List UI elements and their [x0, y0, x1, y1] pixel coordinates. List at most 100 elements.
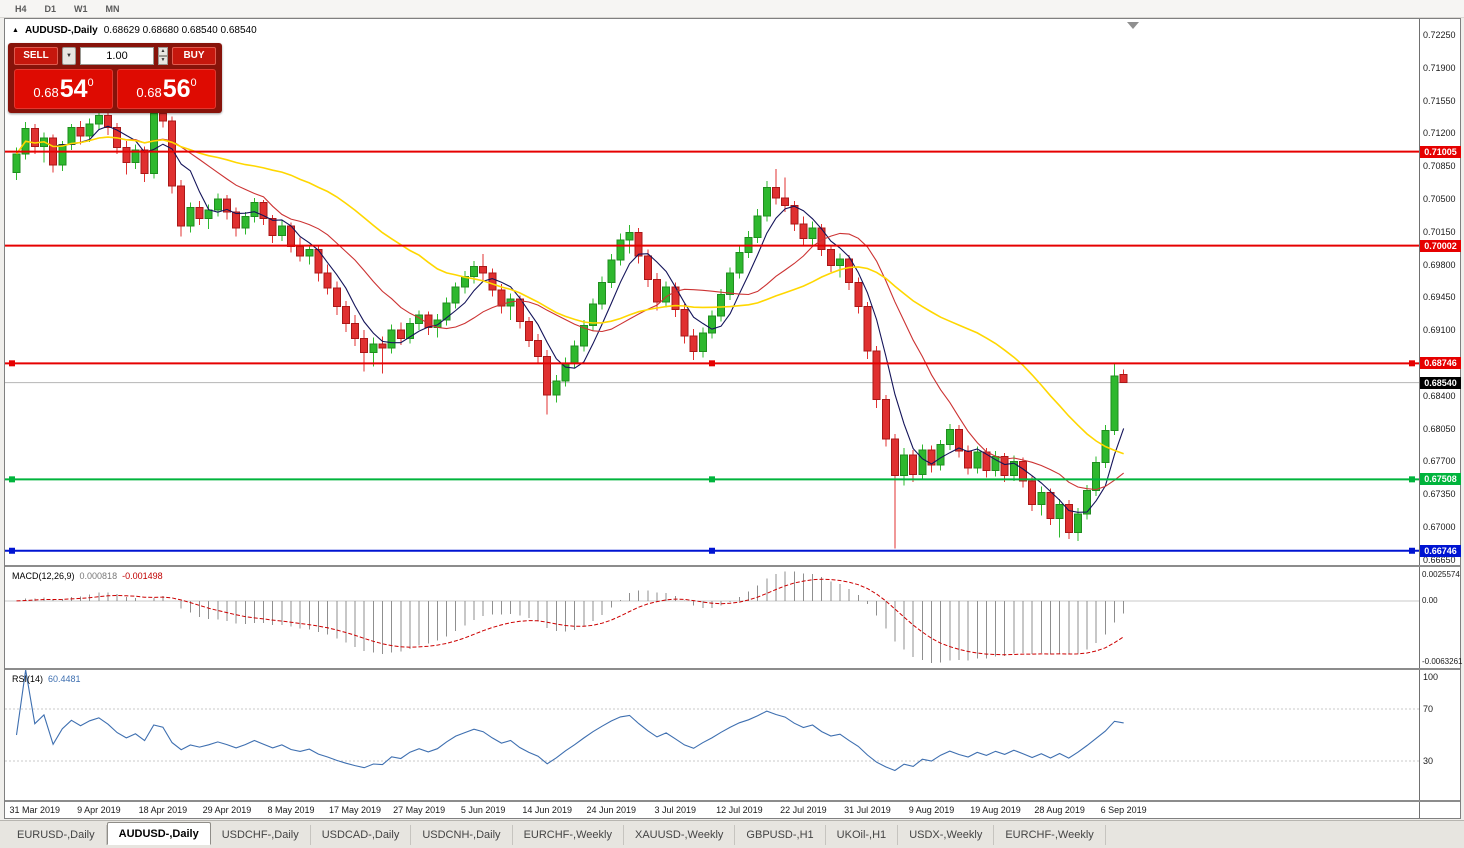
- macd-axis-label: -0.0063261: [1422, 657, 1463, 666]
- moving-average-line-30: [15, 136, 1124, 455]
- line-drag-handle[interactable]: [1409, 360, 1415, 367]
- sell-price-base: 0.68: [33, 85, 59, 100]
- date-axis-label: 31 Jul 2019: [844, 805, 891, 815]
- line-drag-handle[interactable]: [9, 476, 15, 483]
- line-drag-handle[interactable]: [709, 476, 715, 483]
- date-axis-label: 18 Apr 2019: [138, 805, 188, 815]
- date-axis-label: 5 Jun 2019: [460, 805, 506, 815]
- horizontal-line-object[interactable]: [5, 547, 1419, 554]
- price-axis-label: 0.71900: [1423, 62, 1456, 73]
- sell-price-tile[interactable]: 0.68 54 0: [14, 69, 113, 109]
- rsi-axis-label: 30: [1423, 756, 1434, 766]
- date-axis-label: 9 Aug 2019: [908, 805, 955, 815]
- volume-increase-icon[interactable]: ▲: [158, 47, 168, 56]
- timeframe-mn-button[interactable]: MN: [105, 3, 120, 14]
- line-drag-handle[interactable]: [9, 547, 15, 554]
- date-axis-label: 19 Aug 2019: [970, 805, 1021, 815]
- rsi-axis-label: 70: [1423, 704, 1434, 714]
- price-line-tag: 0.67508: [1420, 473, 1461, 486]
- chart-tab[interactable]: XAUUSD-,Weekly: [624, 824, 736, 845]
- buy-price-point: 0: [190, 76, 197, 89]
- time-axis[interactable]: 31 Mar 2019 9 Apr 2019 18 Apr 2019 29 Apr 2…: [5, 802, 1419, 818]
- line-drag-handle[interactable]: [709, 547, 715, 554]
- sell-price-point: 0: [87, 76, 94, 89]
- one-click-panel-toggle-icon[interactable]: ▲: [12, 27, 19, 34]
- macd-name: MACD(12,26,9): [12, 571, 75, 581]
- line-drag-handle[interactable]: [1409, 547, 1415, 554]
- price-axis-label: 0.71550: [1423, 95, 1456, 106]
- price-axis-label: 0.70850: [1423, 161, 1456, 172]
- price-line-tag: 0.66746: [1420, 544, 1461, 557]
- price-line-tag: 0.68746: [1420, 357, 1461, 370]
- chart-ohlc-values: 0.68629 0.68680 0.68540 0.68540: [103, 25, 257, 36]
- volume-decrease-icon[interactable]: ▼: [158, 56, 168, 65]
- price-line-tag: 0.71005: [1420, 145, 1461, 158]
- rsi-value: 60.4481: [48, 674, 81, 684]
- chart-tab-bar: EURUSD-,Daily AUDUSD-,Daily USDCHF-,Daily U…: [0, 820, 1464, 848]
- timeframe-w1-button[interactable]: W1: [74, 3, 88, 14]
- date-axis-label: 9 Apr 2019: [77, 805, 121, 815]
- sell-button[interactable]: SELL: [14, 47, 58, 65]
- macd-signal-line: [16, 578, 1124, 656]
- timeframe-toolbar: H4 D1 W1 MN: [0, 0, 1464, 18]
- macd-panel[interactable]: [5, 567, 1419, 668]
- chart-title: ▲ AUDUSD-,Daily 0.68629 0.68680 0.68540 …: [12, 25, 257, 36]
- chart-tab[interactable]: EURCHF-,Weekly: [513, 824, 624, 845]
- line-drag-handle[interactable]: [9, 360, 15, 367]
- date-axis-label: 6 Sep 2019: [1100, 805, 1147, 815]
- timeframe-h4-button[interactable]: H4: [15, 3, 27, 14]
- chart-tab[interactable]: EURCHF-,Weekly: [994, 824, 1106, 845]
- date-axis-label: 28 Aug 2019: [1034, 805, 1085, 815]
- rsi-line: [15, 670, 1124, 772]
- price-axis-label: 0.67700: [1423, 456, 1456, 467]
- volume-dropdown-icon[interactable]: ▼: [62, 47, 76, 65]
- current-price-tag: 0.68540: [1420, 376, 1461, 389]
- price-axis-label: 0.70150: [1423, 226, 1456, 237]
- panel-splitter[interactable]: [5, 668, 1460, 670]
- horizontal-line-object[interactable]: [5, 360, 1419, 367]
- moving-average-line-5: [16, 125, 1125, 513]
- chart-tab[interactable]: USDCNH-,Daily: [411, 824, 513, 845]
- volume-stepper: ▲ ▼: [158, 47, 168, 65]
- chart-symbol-title: AUDUSD-,Daily: [24, 25, 98, 36]
- macd-main-value: 0.000818: [79, 571, 118, 581]
- price-axis[interactable]: 0.72250 0.71900 0.71550 0.71200 0.70850 0.705…: [1419, 19, 1463, 818]
- chart-tab[interactable]: USDX-,Weekly: [898, 824, 995, 845]
- buy-price-tile[interactable]: 0.68 56 0: [117, 69, 216, 109]
- moving-average-line-13: [16, 136, 1124, 491]
- chart-tab[interactable]: GBPUSD-,H1: [735, 824, 826, 845]
- chart-tab[interactable]: EURUSD-,Daily: [6, 824, 107, 845]
- panel-splitter[interactable]: [5, 565, 1460, 567]
- date-axis-label: 8 May 2019: [267, 805, 315, 815]
- rsi-axis-label: 100: [1423, 672, 1439, 682]
- price-line-tag: 0.70002: [1420, 239, 1461, 252]
- chart-shift-marker-icon[interactable]: [1127, 22, 1139, 29]
- date-axis-label: 12 Jul 2019: [716, 805, 763, 815]
- price-axis-label: 0.68050: [1423, 423, 1456, 434]
- buy-button[interactable]: BUY: [172, 47, 216, 65]
- chart-tab[interactable]: UKOil-,H1: [826, 824, 899, 845]
- date-axis-label: 17 May 2019: [329, 805, 382, 815]
- horizontal-line-object[interactable]: [5, 476, 1419, 483]
- volume-input[interactable]: 1.00: [80, 47, 154, 65]
- date-axis-label: 31 Mar 2019: [9, 805, 61, 815]
- rsi-panel[interactable]: [5, 670, 1419, 800]
- date-axis-label: 22 Jul 2019: [780, 805, 827, 815]
- main-price-chart[interactable]: [5, 19, 1419, 565]
- panel-splitter[interactable]: [5, 800, 1460, 802]
- price-axis-label: 0.69800: [1423, 259, 1456, 270]
- rsi-indicator-label: RSI(14) 60.4481: [12, 674, 81, 684]
- line-drag-handle[interactable]: [1409, 476, 1415, 483]
- price-axis-label: 0.72250: [1423, 29, 1456, 40]
- price-axis-label: 0.69450: [1423, 292, 1456, 303]
- macd-axis-label: 0.0025574: [1422, 570, 1460, 579]
- line-drag-handle[interactable]: [709, 360, 715, 367]
- chart-tab[interactable]: USDCAD-,Daily: [311, 824, 412, 845]
- timeframe-d1-button[interactable]: D1: [44, 3, 57, 14]
- date-axis-label: 3 Jul 2019: [654, 805, 697, 815]
- chart-tab[interactable]: USDCHF-,Daily: [211, 824, 311, 845]
- chart-tab-active[interactable]: AUDUSD-,Daily: [106, 821, 211, 845]
- price-axis-label: 0.67000: [1423, 521, 1456, 532]
- sell-price-pips: 54: [59, 74, 88, 103]
